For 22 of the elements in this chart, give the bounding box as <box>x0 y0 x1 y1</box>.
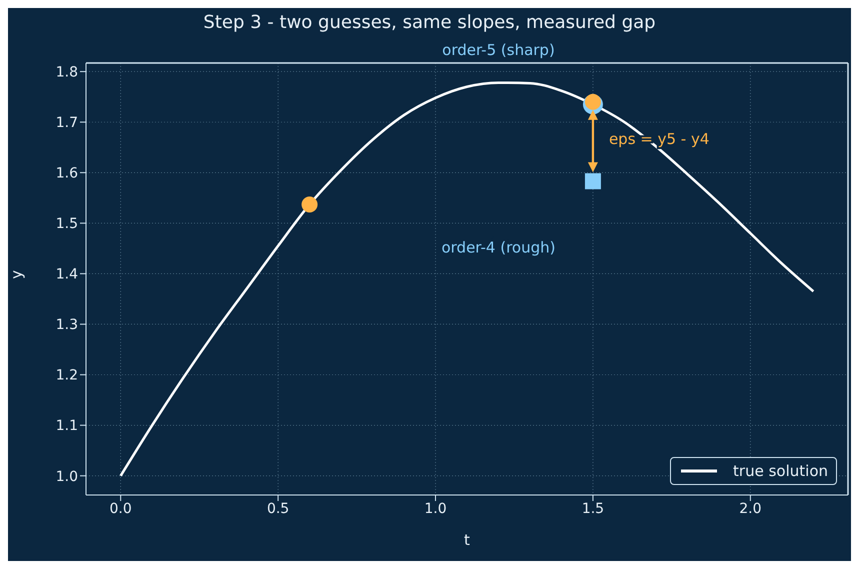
x-tick-label: 1.0 <box>424 500 447 517</box>
x-tick-label: 0.5 <box>266 500 290 517</box>
y-tick-label: 1.0 <box>56 468 78 485</box>
y-tick-label: 1.1 <box>56 418 78 434</box>
y-tick-label: 1.7 <box>56 115 78 132</box>
y-tick-label: 1.8 <box>56 64 78 81</box>
legend-label: true solution <box>733 462 828 480</box>
chart-title: Step 3 - two guesses, same slopes, measured gap <box>202 12 657 33</box>
x-axis-title: t <box>464 531 470 549</box>
y-tick-label: 1.2 <box>56 368 78 384</box>
y-tick-label: 1.3 <box>56 317 78 334</box>
point <box>302 196 318 212</box>
y-tick-label: 1.5 <box>56 216 78 232</box>
annotation: order-4 (rough) <box>441 238 556 257</box>
x-tick-label: 0.0 <box>110 500 132 517</box>
y-tick-label: 1.6 <box>56 166 78 182</box>
x-tick-label: 2.0 <box>739 500 762 517</box>
point <box>584 173 601 190</box>
y-axis-title: y <box>7 270 26 279</box>
text: order-5 (sharp) <box>442 41 555 60</box>
x-tick-label: 1.5 <box>582 500 604 517</box>
y-tick-label: 1.4 <box>56 266 78 283</box>
